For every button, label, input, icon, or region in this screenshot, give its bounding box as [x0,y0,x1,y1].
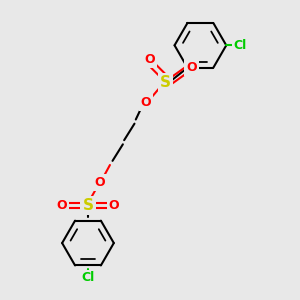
Text: S: S [160,75,171,90]
Text: O: O [57,199,68,212]
Text: O: O [141,96,152,109]
Text: O: O [109,199,119,212]
Text: S: S [82,198,94,213]
Text: O: O [186,61,197,74]
Text: Cl: Cl [234,39,247,52]
Text: O: O [94,176,105,189]
Text: Cl: Cl [81,272,94,284]
Text: O: O [145,53,155,66]
